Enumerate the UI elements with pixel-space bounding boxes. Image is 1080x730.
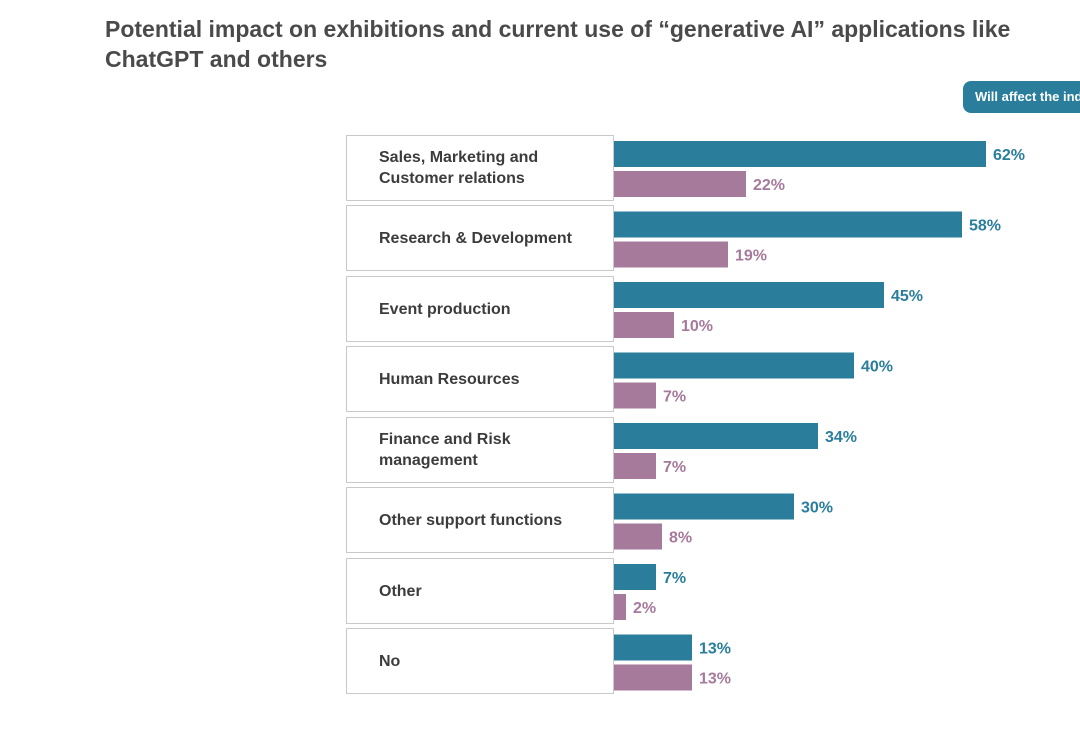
value-label-current-use-human-resources: 7% xyxy=(663,389,686,406)
legend-label: Will affect the ind xyxy=(975,89,1080,104)
value-label-current-use-research-development: 19% xyxy=(735,248,767,265)
value-label-will-affect-sales-marketing-and-customer-relations: 62% xyxy=(993,147,1025,164)
category-box-other: Other xyxy=(346,558,614,624)
value-label-will-affect-finance-and-risk-management: 34% xyxy=(825,429,857,446)
value-label-will-affect-no: 13% xyxy=(699,641,731,658)
category-box-no: No xyxy=(346,628,614,694)
category-label: Research & Development xyxy=(379,229,572,247)
category-label: Finance and Risk management xyxy=(379,431,511,469)
bar-current-use-sales-marketing-and-customer-relations xyxy=(614,171,746,197)
value-label-will-affect-research-development: 58% xyxy=(969,218,1001,235)
category-label: Human Resources xyxy=(379,370,520,388)
bar-will-affect-human-resources xyxy=(614,352,854,379)
category-label: Sales, Marketing and Customer relations xyxy=(379,149,539,187)
category-box-finance-risk: Finance and Risk management xyxy=(346,417,614,483)
category-label: Other support functions xyxy=(379,511,563,529)
value-label-current-use-no: 13% xyxy=(699,671,731,688)
category-box-event-production: Event production xyxy=(346,276,614,342)
bar-current-use-no xyxy=(614,664,692,691)
bar-will-affect-other-support-functions xyxy=(614,493,794,520)
bar-will-affect-other xyxy=(614,564,656,590)
category-box-research-development: Research & Development xyxy=(346,205,614,271)
bar-will-affect-event-production xyxy=(614,282,884,308)
category-label: Other xyxy=(379,582,422,600)
bar-will-affect-research-development xyxy=(614,211,962,238)
category-label: No xyxy=(379,652,401,670)
value-label-will-affect-other: 7% xyxy=(663,570,686,587)
bar-current-use-research-development xyxy=(614,241,728,268)
value-label-current-use-event-production: 10% xyxy=(681,318,713,335)
value-label-current-use-finance-and-risk-management: 7% xyxy=(663,459,686,476)
bar-current-use-other xyxy=(614,594,626,620)
category-box-human-resources: Human Resources xyxy=(346,346,614,412)
bar-current-use-finance-and-risk-management xyxy=(614,453,656,479)
bar-current-use-human-resources xyxy=(614,382,656,409)
value-label-current-use-sales-marketing-and-customer-relations: 22% xyxy=(753,177,785,194)
value-label-will-affect-human-resources: 40% xyxy=(861,359,893,376)
bar-will-affect-finance-and-risk-management xyxy=(614,423,818,449)
bar-will-affect-sales-marketing-and-customer-relations xyxy=(614,141,986,167)
bar-current-use-other-support-functions xyxy=(614,523,662,550)
category-label: Event production xyxy=(379,300,511,318)
chart-title: Potential impact on exhibitions and curr… xyxy=(105,16,1011,72)
category-box-other-support: Other support functions xyxy=(346,487,614,553)
category-box-sales-marketing: Sales, Marketing and Customer relations xyxy=(346,135,614,201)
value-label-will-affect-other-support-functions: 30% xyxy=(801,500,833,517)
value-label-will-affect-event-production: 45% xyxy=(891,288,923,305)
value-label-current-use-other: 2% xyxy=(633,600,656,617)
legend-item-will-affect: Will affect the ind xyxy=(963,81,1080,113)
value-label-current-use-other-support-functions: 8% xyxy=(669,530,692,547)
bar-will-affect-no xyxy=(614,634,692,661)
bar-current-use-event-production xyxy=(614,312,674,338)
